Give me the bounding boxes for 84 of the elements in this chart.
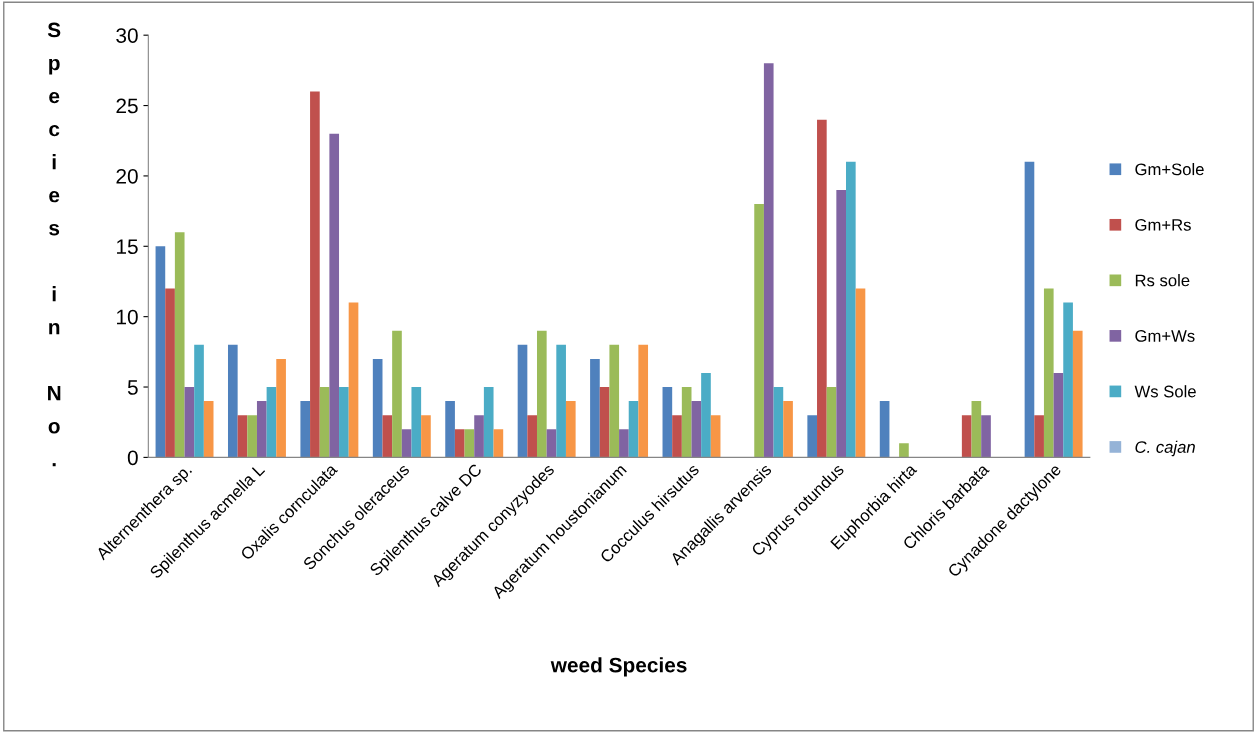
- bar: [194, 344, 204, 458]
- bar: [155, 246, 166, 458]
- bar: [681, 387, 692, 458]
- bar: [445, 401, 455, 458]
- bar: [1053, 372, 1064, 458]
- bar: [256, 401, 267, 458]
- x-axis-title: weed Species: [550, 657, 687, 677]
- text: Species in No.: [47, 22, 61, 467]
- bar: [527, 415, 537, 458]
- bar: [817, 119, 827, 458]
- bar: [662, 387, 673, 458]
- bar: [329, 133, 340, 458]
- bar: [382, 415, 393, 458]
- bar: [1024, 161, 1035, 458]
- legend-label: Rs sole: [1135, 274, 1190, 287]
- bar: [266, 387, 277, 458]
- bar: [826, 387, 837, 458]
- y-tick-label: 20: [116, 168, 138, 184]
- legend-label: C. cajan: [1135, 440, 1195, 457]
- bar: [227, 344, 238, 458]
- bar: [672, 415, 682, 458]
- bar: [807, 415, 818, 458]
- bar: [1043, 288, 1054, 458]
- legend-label: Ws Sole: [1134, 385, 1196, 398]
- bar: [392, 330, 402, 458]
- bar: [855, 288, 866, 458]
- bar: [203, 401, 214, 458]
- bar: [609, 344, 620, 458]
- bar: [556, 344, 566, 458]
- bar: [691, 401, 702, 458]
- bar: [899, 443, 909, 458]
- bar: [174, 232, 185, 458]
- bar: [565, 401, 576, 458]
- bar: [483, 387, 494, 458]
- bar: [773, 387, 784, 458]
- bar: [493, 429, 504, 458]
- bar: [1063, 302, 1073, 458]
- bar: [599, 387, 610, 458]
- bar: [846, 161, 856, 458]
- bar: [546, 429, 557, 458]
- bar: [628, 401, 639, 458]
- bar: [836, 189, 846, 458]
- bar: [339, 387, 349, 458]
- bar: [310, 91, 320, 458]
- bar: [401, 429, 412, 458]
- legend-label: Gm+Ws: [1135, 330, 1195, 342]
- bar: [536, 330, 547, 458]
- bar: [165, 288, 175, 458]
- y-tick-label: 10: [117, 309, 138, 325]
- bar: [638, 344, 649, 458]
- bar: [184, 387, 195, 458]
- bar: [421, 415, 431, 458]
- bar: [247, 415, 257, 458]
- y-tick-label: 25: [116, 98, 138, 114]
- bar: [237, 415, 248, 458]
- bar: [517, 344, 528, 458]
- bar: [474, 415, 484, 458]
- legend-label: Gm+Rs: [1135, 218, 1191, 231]
- bar: [1034, 415, 1044, 458]
- bar: [961, 415, 972, 458]
- bar: [464, 429, 475, 458]
- bar: [879, 401, 890, 458]
- bar: [981, 415, 991, 458]
- bar: [783, 401, 793, 458]
- bar: [454, 429, 465, 458]
- bar: [276, 358, 286, 458]
- bar: [619, 429, 629, 458]
- bar: [300, 401, 311, 458]
- bar: [372, 358, 383, 458]
- bar: [710, 415, 721, 458]
- bar: [971, 401, 982, 458]
- y-tick-label: 5: [127, 380, 138, 395]
- y-tick-label: 30: [116, 28, 138, 43]
- bar: [319, 387, 330, 458]
- legend-label: Gm+Sole: [1135, 163, 1204, 176]
- bar: [590, 358, 600, 458]
- bar: [754, 204, 764, 458]
- y-tick-label: 0: [127, 450, 138, 466]
- bar: [348, 302, 359, 458]
- bar: [763, 63, 774, 458]
- bar: [411, 387, 422, 458]
- bar: [1072, 330, 1083, 458]
- bar: [701, 372, 711, 458]
- y-tick-label: 15: [117, 239, 138, 255]
